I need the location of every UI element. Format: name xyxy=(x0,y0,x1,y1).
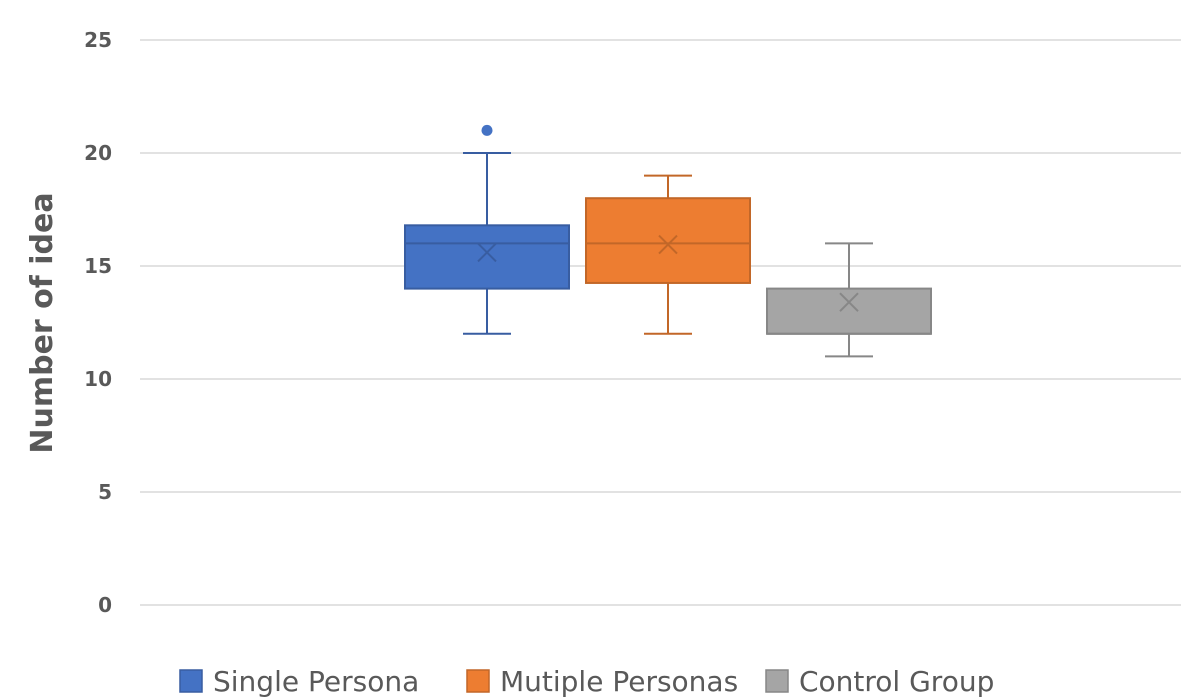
box-control-group xyxy=(766,242,932,358)
box-iqr xyxy=(766,287,932,335)
legend-swatch xyxy=(179,669,203,693)
legend-swatch xyxy=(765,669,789,693)
outlier-point xyxy=(481,124,493,136)
y-tick-label: 25 xyxy=(84,28,112,52)
legend: Single Persona Mutiple Personas Control Gr… xyxy=(179,665,994,698)
y-tick-label: 0 xyxy=(98,593,112,617)
gridlines xyxy=(140,39,1181,606)
y-tick-label: 20 xyxy=(84,141,112,165)
box-mutiple-personas xyxy=(585,174,751,335)
y-tick-label: 15 xyxy=(84,254,112,278)
y-axis-ticks: 0 5 10 15 20 25 xyxy=(84,28,112,617)
legend-label: Single Persona xyxy=(213,665,419,698)
mean-marker xyxy=(477,242,497,263)
mean-marker xyxy=(658,234,678,255)
box-iqr xyxy=(404,224,570,290)
box-series xyxy=(404,124,932,358)
mean-marker xyxy=(839,292,859,312)
box-single-persona xyxy=(404,124,570,335)
y-tick-label: 5 xyxy=(98,480,112,504)
legend-label: Control Group xyxy=(799,665,994,698)
legend-swatch xyxy=(466,669,490,693)
box-iqr xyxy=(585,197,751,284)
legend-label: Mutiple Personas xyxy=(500,665,738,698)
y-tick-label: 10 xyxy=(84,367,112,391)
y-axis-label: Number of idea xyxy=(25,192,60,453)
